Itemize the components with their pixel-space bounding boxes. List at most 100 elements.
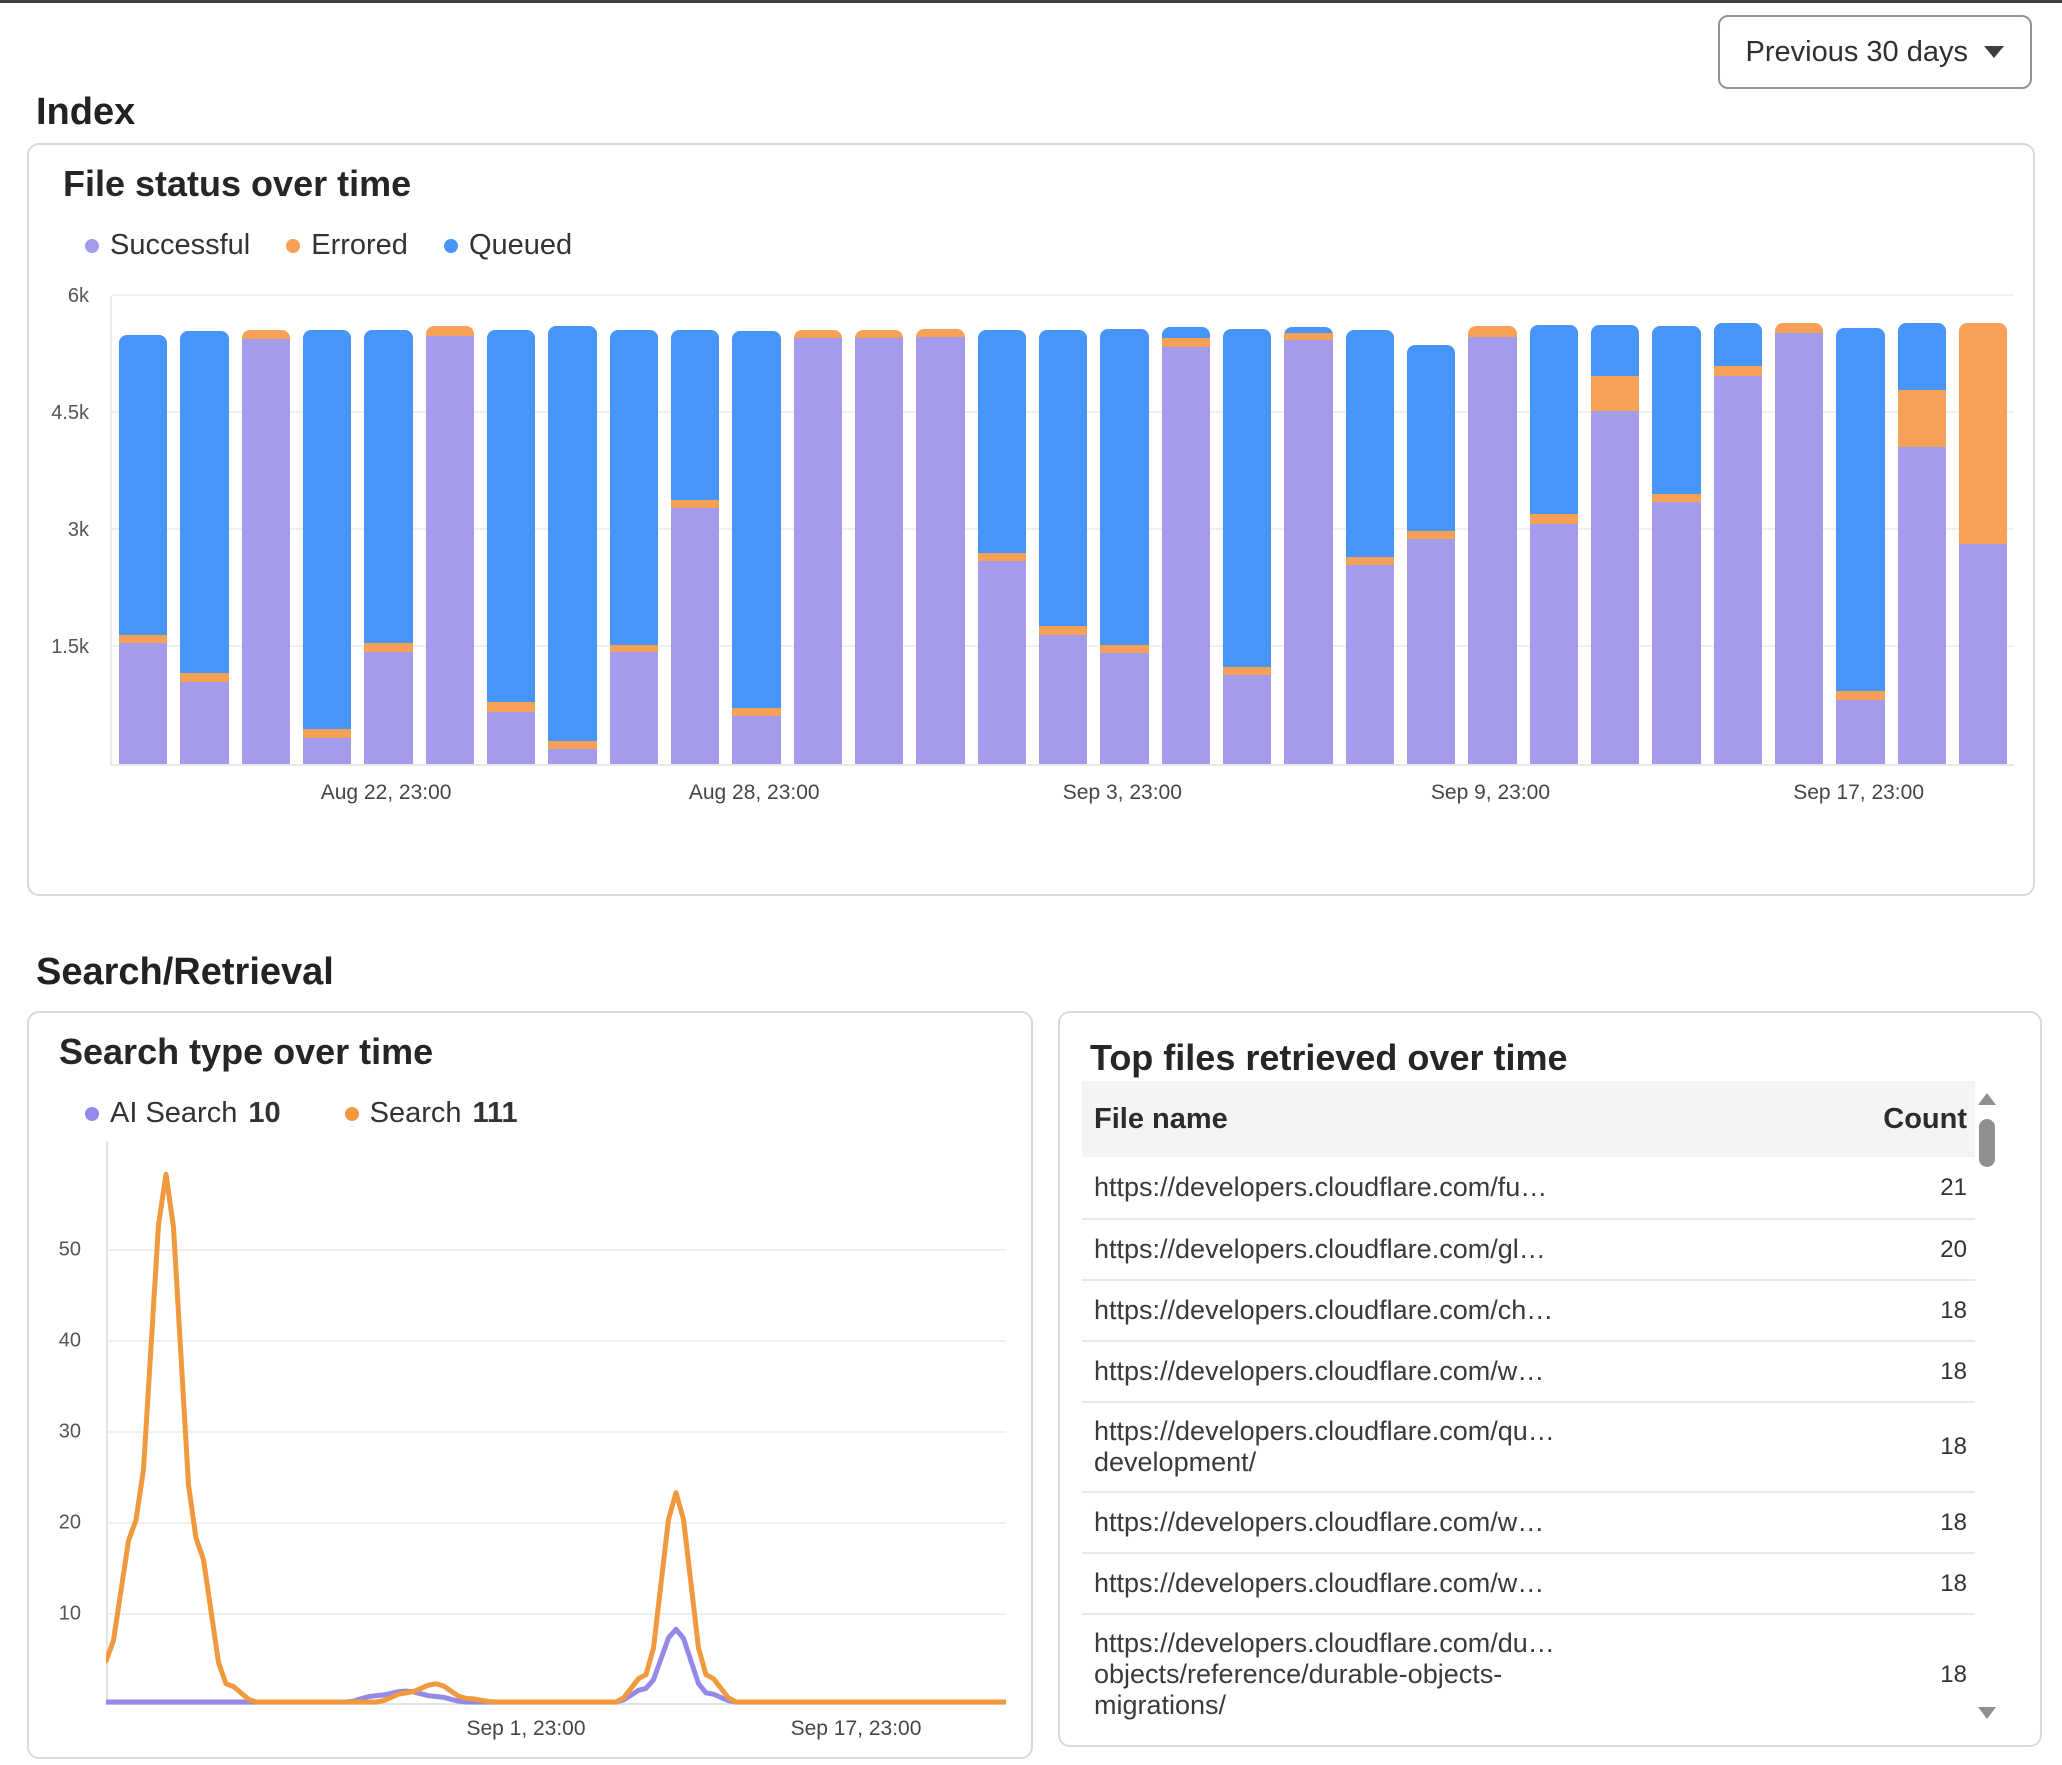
section-heading-index: Index — [36, 91, 136, 133]
file-name: https://developers.cloudflare.com/w… — [1094, 1356, 1545, 1386]
segment-successful — [1590, 410, 1640, 764]
file-name: https://developers.cloudflare.com/w… — [1094, 1568, 1545, 1598]
bar[interactable] — [548, 326, 597, 764]
segment-queued — [119, 335, 168, 636]
table-row: https://developers.cloudflare.com/ch… 18 — [1082, 1279, 1975, 1340]
segment-successful — [548, 749, 597, 764]
segment-successful — [1652, 501, 1701, 764]
bar[interactable] — [1345, 329, 1394, 764]
bar[interactable] — [793, 329, 842, 764]
bar[interactable] — [732, 331, 781, 764]
segment-successful — [1774, 332, 1824, 764]
bar[interactable] — [1713, 323, 1762, 764]
queued-dot-icon — [443, 238, 458, 253]
segment-queued — [1345, 329, 1394, 557]
segment-successful — [1468, 336, 1517, 764]
segment-errored — [1774, 323, 1824, 333]
bar[interactable] — [241, 329, 290, 764]
bar[interactable] — [364, 330, 413, 764]
segment-successful — [977, 561, 1026, 764]
y-tick: 1.5k — [51, 636, 89, 658]
bar[interactable] — [119, 335, 168, 764]
bar[interactable] — [486, 329, 536, 764]
bar[interactable] — [1100, 328, 1149, 764]
segment-successful — [486, 711, 536, 764]
legend-label: Search — [369, 1097, 462, 1129]
segment-errored — [1100, 644, 1149, 654]
segment-successful — [241, 338, 290, 764]
legend-label: Successful — [110, 229, 251, 261]
segment-queued — [1406, 345, 1456, 531]
segment-errored — [1836, 691, 1885, 701]
bar[interactable] — [670, 329, 720, 764]
line-chart-plot — [103, 1141, 1009, 1705]
segment-queued — [1100, 328, 1149, 645]
file-status-legend: Successful Errored Queued — [85, 229, 572, 262]
segment-queued — [1161, 327, 1210, 339]
bar[interactable] — [1774, 323, 1824, 764]
bar[interactable] — [1652, 325, 1701, 764]
segment-errored — [793, 329, 842, 339]
segment-errored — [1897, 389, 1946, 447]
segment-queued — [1284, 327, 1333, 333]
legend-item-queued[interactable]: Queued — [443, 229, 572, 262]
bar[interactable] — [916, 328, 965, 764]
segment-queued — [670, 329, 720, 501]
bar[interactable] — [180, 331, 229, 764]
column-header-count: Count — [1883, 1102, 1967, 1135]
bar[interactable] — [1958, 322, 2008, 764]
line-chart-svg — [103, 1141, 1009, 1705]
legend-count: 10 — [248, 1097, 281, 1129]
segment-queued — [977, 330, 1026, 553]
bar[interactable] — [1406, 345, 1456, 764]
file-name: https://developers.cloudflare.com/fu… — [1094, 1172, 1548, 1202]
file-count: 18 — [1940, 1296, 1967, 1324]
legend-item-ai-search[interactable]: AI Search 10 — [85, 1097, 281, 1130]
file-count: 18 — [1940, 1357, 1967, 1385]
segment-successful — [670, 508, 720, 764]
scroll-up-icon[interactable] — [1978, 1093, 1996, 1105]
segment-queued — [1652, 325, 1701, 495]
timeframe-dropdown-button[interactable]: Previous 30 days — [1717, 15, 2032, 89]
scrollbar-thumb[interactable] — [1979, 1119, 1995, 1167]
legend-item-errored[interactable]: Errored — [286, 229, 408, 262]
bar[interactable] — [302, 329, 352, 764]
line-chart-xlabels: Sep 1, 23:00 Sep 17, 23:00 — [106, 1717, 1006, 1747]
bar[interactable] — [1836, 327, 1885, 764]
ai-search-dot-icon — [85, 1106, 99, 1121]
bar[interactable] — [1529, 324, 1578, 764]
segment-successful — [1161, 346, 1210, 764]
scroll-down-icon[interactable] — [1978, 1707, 1996, 1719]
bar[interactable] — [1590, 324, 1640, 764]
segment-errored — [1284, 332, 1333, 340]
segment-errored — [241, 329, 290, 339]
file-count: 18 — [1940, 1569, 1967, 1597]
bar[interactable] — [1038, 330, 1088, 764]
y-tick: 20 — [58, 1511, 81, 1534]
y-tick: 10 — [58, 1602, 81, 1625]
bar[interactable] — [977, 330, 1026, 764]
legend-item-successful[interactable]: Successful — [85, 229, 250, 262]
card-title-search-type: Search type over time — [59, 1031, 434, 1072]
column-header-file-name: File name — [1094, 1102, 1228, 1135]
bar[interactable] — [1161, 327, 1210, 764]
segment-successful — [1897, 446, 1946, 764]
card-title-top-files: Top files retrieved over time — [1090, 1037, 1568, 1078]
segment-successful — [1406, 538, 1456, 764]
segment-errored — [1468, 326, 1517, 337]
bar-chart-bars — [112, 296, 2014, 764]
segment-successful — [1345, 565, 1394, 764]
bar[interactable] — [1284, 327, 1333, 764]
bar[interactable] — [854, 329, 904, 764]
timeframe-label: Previous 30 days — [1745, 35, 1968, 68]
bar[interactable] — [609, 330, 658, 764]
segment-errored — [302, 728, 352, 739]
bar[interactable] — [425, 326, 474, 764]
bar[interactable] — [1468, 326, 1517, 764]
bar-chart-xlabels: Aug 22, 23:00 Aug 28, 23:00 Sep 3, 23:00 Se… — [110, 781, 2012, 813]
legend-item-search[interactable]: Search 111 — [344, 1097, 518, 1130]
bar[interactable] — [1222, 328, 1272, 764]
bar[interactable] — [1897, 323, 1946, 764]
legend-count: 111 — [472, 1097, 518, 1129]
file-name: https://developers.cloudflare.com/ch… — [1094, 1295, 1554, 1325]
